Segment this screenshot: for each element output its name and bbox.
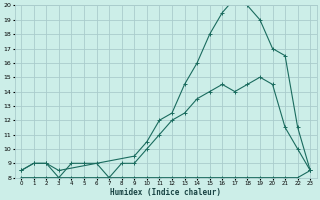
X-axis label: Humidex (Indice chaleur): Humidex (Indice chaleur) — [110, 188, 221, 197]
